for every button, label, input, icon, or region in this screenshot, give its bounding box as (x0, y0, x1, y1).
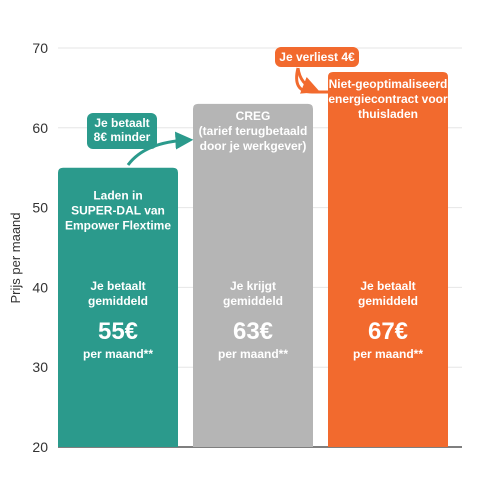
y-tick-label: 50 (32, 200, 48, 216)
annotation-box (275, 47, 359, 67)
bar-title-line: Empower Flextime (65, 219, 171, 233)
bar-title-line: thuisladen (358, 107, 418, 121)
bar (58, 167, 178, 447)
bar (193, 103, 313, 448)
bar-unit: per maand** (218, 347, 288, 361)
bar-title-line: door je werkgever) (200, 139, 307, 153)
bar-body-line: Je krijgt (230, 279, 276, 293)
bar-title-line: Laden in (93, 189, 142, 203)
bar-title-line: SUPER-DAL van (71, 204, 165, 218)
annotation-arrow (126, 131, 194, 166)
annotation-box (87, 113, 157, 149)
bar-amount: 67€ (368, 318, 408, 345)
y-tick-label: 70 (32, 40, 48, 56)
annotation-arrow-head (296, 67, 321, 94)
y-tick-label: 20 (32, 439, 48, 455)
y-tick-label: 60 (32, 120, 48, 136)
bar-title-line: (tarief terugbetaald (199, 124, 308, 138)
y-axis-label: Prijs per maand (8, 212, 23, 303)
bar-title-line: energiecontract voor (328, 92, 448, 106)
annotation-callout: Je verliest 4€ (275, 47, 359, 94)
bar-title-line: Niet-geoptimaliseerd (329, 77, 448, 91)
y-tick-label: 30 (32, 359, 48, 375)
bar-body-line: gemiddeld (88, 294, 148, 308)
annotation-text: 8€ minder (94, 130, 151, 144)
bar-amount: 55€ (98, 318, 138, 345)
annotation-text: Je verliest 4€ (279, 50, 355, 64)
bar-unit: per maand** (353, 347, 423, 361)
bar-title-line: CREG (236, 109, 271, 123)
bar-body-line: gemiddeld (223, 294, 283, 308)
bar (328, 71, 448, 447)
bar-unit: per maand** (83, 347, 153, 361)
bar-body-line: gemiddeld (358, 294, 418, 308)
annotation-text: Je betaalt (94, 116, 149, 130)
bar-amount: 63€ (233, 318, 273, 345)
bar-body-line: Je betaalt (360, 279, 415, 293)
bar-body-line: Je betaalt (90, 279, 145, 293)
y-tick-label: 40 (32, 279, 48, 295)
